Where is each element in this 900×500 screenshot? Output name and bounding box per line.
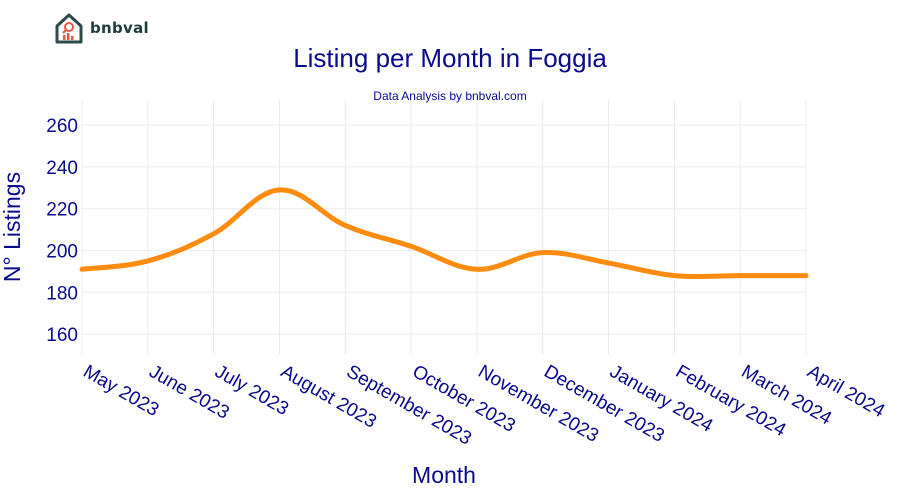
x-tick-label: February 2024 [672, 361, 790, 441]
series-group [79, 187, 809, 280]
y-tick-label: 220 [46, 200, 78, 221]
x-axis-title: Month [412, 462, 476, 488]
logo-text: bnbval [90, 19, 149, 37]
y-tick-label: 260 [46, 116, 78, 137]
y-tick-label: 160 [46, 325, 78, 346]
chart-subtitle: Data Analysis by bnbval.com [373, 89, 527, 103]
chart-title: Listing per Month in Foggia [293, 43, 607, 73]
brand-logo: bnbval [54, 12, 149, 44]
y-tick-label: 240 [46, 158, 78, 179]
y-tick-label: 180 [46, 283, 78, 304]
series-line [79, 187, 809, 280]
y-tick-label: 200 [46, 241, 78, 262]
house-chart-icon [55, 13, 83, 44]
y-axis-title: N° Listings [0, 172, 25, 282]
grid-lines [81, 100, 807, 355]
y-axis-ticks: 160 180 200 220 240 260 [46, 116, 78, 346]
